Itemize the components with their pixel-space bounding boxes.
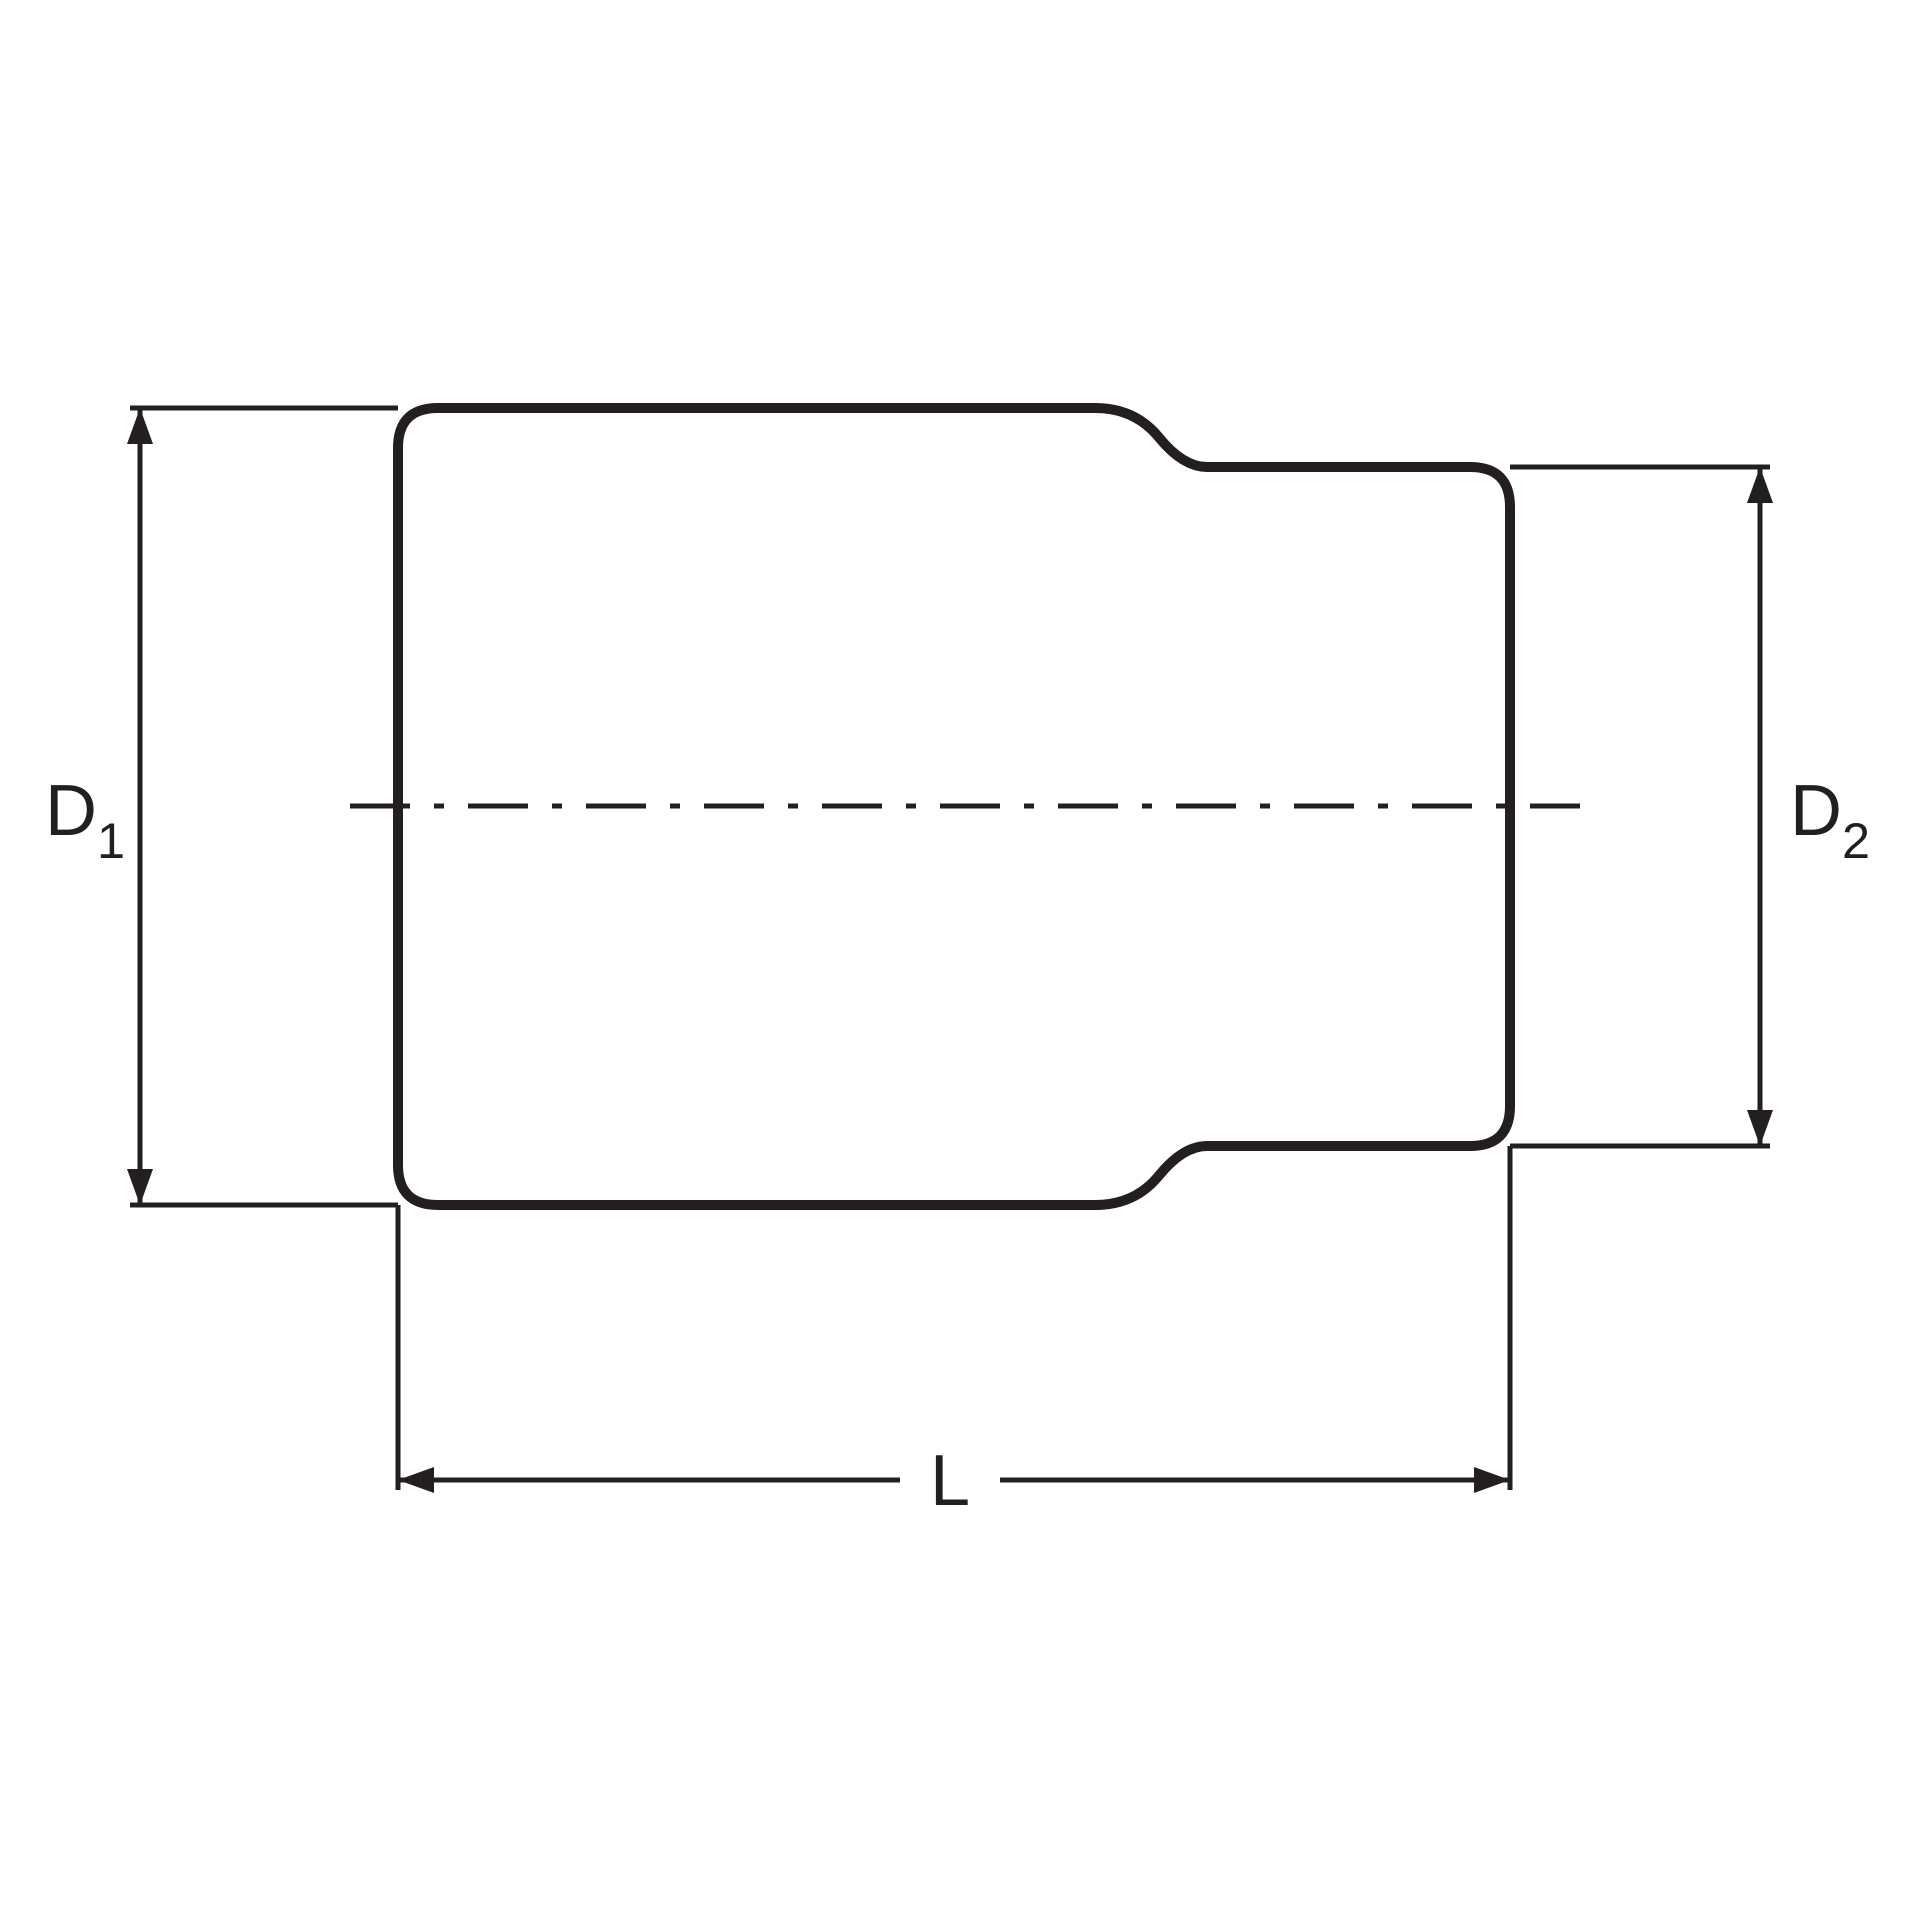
- arrowhead: [1474, 1467, 1510, 1493]
- d1-subscript: 1: [97, 812, 125, 869]
- arrowhead: [127, 1169, 153, 1205]
- d1-letter: D: [45, 771, 97, 851]
- d2-label: D2: [1790, 770, 1870, 862]
- technical-drawing: [0, 0, 1920, 1920]
- l-label: L: [930, 1440, 970, 1522]
- arrowhead: [1747, 1110, 1773, 1146]
- d2-letter: D: [1790, 771, 1842, 851]
- arrowhead: [398, 1467, 434, 1493]
- d1-label: D1: [45, 770, 125, 862]
- arrowhead: [1747, 467, 1773, 503]
- d2-subscript: 2: [1842, 812, 1870, 869]
- arrowhead: [127, 408, 153, 444]
